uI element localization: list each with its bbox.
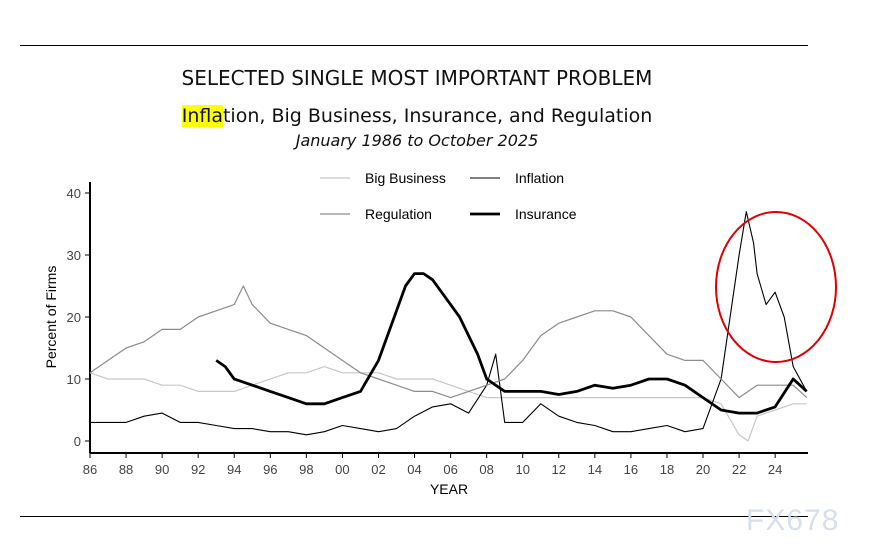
- legend-label: Regulation: [365, 206, 432, 222]
- x-tick-label: 90: [155, 462, 169, 477]
- subtitle-rest: tion, Big Business, Insurance, and Regul…: [222, 105, 653, 127]
- y-tick-label: 20: [67, 310, 81, 325]
- x-tick-label: 18: [660, 462, 674, 477]
- x-tick-label: 22: [732, 462, 746, 477]
- y-tick-label: 10: [67, 372, 81, 387]
- annotation-ellipse: [715, 211, 837, 363]
- x-tick-label: 96: [263, 462, 277, 477]
- series-line-regulation: [89, 285, 808, 399]
- x-tick-label: 02: [371, 462, 385, 477]
- x-tick-label: 06: [443, 462, 457, 477]
- x-tick-label: 20: [696, 462, 710, 477]
- subtitle-highlight: Infla: [181, 105, 223, 127]
- x-tick-label: 08: [479, 462, 493, 477]
- bottom-rule: [20, 516, 808, 517]
- x-axis-label: YEAR: [430, 481, 468, 497]
- y-tick-label: 0: [74, 434, 81, 449]
- series-line-inflation: [90, 211, 808, 436]
- x-tick-label: 12: [552, 462, 566, 477]
- y-axis-label: Percent of Firms: [43, 266, 59, 369]
- x-tick-label: 04: [407, 462, 421, 477]
- x-tick-label: 14: [588, 462, 602, 477]
- x-tick-label: 98: [299, 462, 313, 477]
- x-tick-label: 88: [119, 462, 133, 477]
- legend-label: Inflation: [515, 170, 564, 186]
- x-tick-label: 24: [768, 462, 782, 477]
- y-tick-label: 30: [67, 248, 81, 263]
- x-tick-label: 00: [335, 462, 349, 477]
- x-tick-label: 16: [624, 462, 638, 477]
- x-tick-label: 92: [191, 462, 205, 477]
- date-range: January 1986 to October 2025: [295, 131, 539, 150]
- watermark: FX678: [746, 504, 840, 537]
- chart-title: SELECTED SINGLE MOST IMPORTANT PROBLEM: [181, 66, 653, 90]
- y-tick-label: 40: [67, 186, 81, 201]
- x-tick-label: 10: [515, 462, 529, 477]
- legend-label: Insurance: [515, 206, 577, 222]
- x-tick-label: 94: [227, 462, 241, 477]
- x-tick-label: 86: [83, 462, 97, 477]
- top-rule: [20, 45, 808, 46]
- chart-subtitle: Inflation, Big Business, Insurance, and …: [0, 105, 834, 127]
- series-line-insurance: [215, 272, 808, 415]
- legend-label: Big Business: [365, 170, 446, 186]
